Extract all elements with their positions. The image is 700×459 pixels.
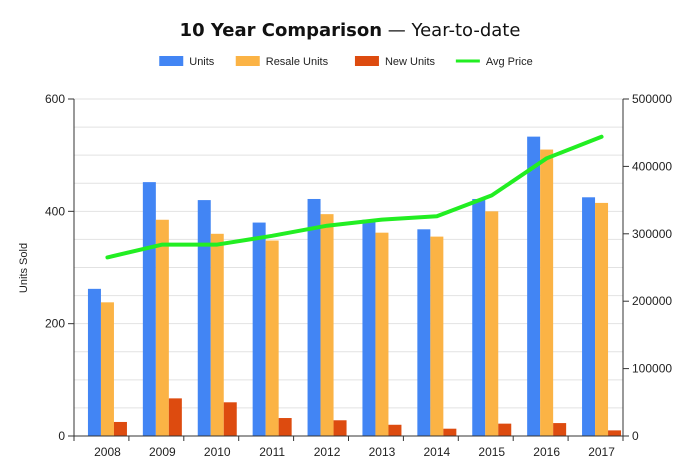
bar-units-2010 [197,200,211,436]
bar-resale-units-2009 [155,219,169,436]
bar-resale-units-2012 [320,214,334,436]
y2-tick-label: 500000 [632,92,672,106]
legend-label-avg-price: Avg Price [486,56,533,68]
y2-tick-label: 300000 [632,227,672,241]
bar-new-units-2012 [333,420,347,436]
y-tick-label: 0 [58,429,65,443]
bar-resale-units-2008 [100,302,114,436]
bar-new-units-2013 [388,424,402,436]
bar-new-units-2016 [553,423,567,436]
bar-units-2015 [472,198,486,436]
chart-title: 10 Year Comparison — Year-to-date [180,20,521,41]
tick-labels: 0 200 400 600 0 100000 200000 300000 400000 50000… [45,92,672,459]
legend-swatch-units [159,56,184,66]
bar-units-2016 [527,136,541,437]
x-tick-label: 2010 [204,445,231,459]
bar-new-units-2017 [608,430,622,436]
chart-title-separator: — [382,20,411,41]
bar-units-2013 [362,219,376,436]
bar-units-2012 [307,198,321,436]
x-tick-label: 2011 [259,445,285,459]
x-tick-label: 2009 [149,445,176,459]
bar-new-units-2009 [168,398,182,436]
y2-tick-label: 200000 [632,294,672,308]
avg-price-line [105,134,604,260]
bar-new-units-2008 [113,421,127,436]
y2-tick-label: 100000 [632,362,672,376]
bar-resale-units-2014 [430,236,444,436]
bar-units-2011 [252,222,266,436]
y-tick-label: 600 [45,92,65,106]
x-tick-label: 2008 [94,445,121,459]
bar-units-2014 [417,229,431,436]
bar-new-units-2014 [443,428,457,436]
y2-tick-label: 400000 [632,159,672,173]
chart-subtitle: Year-to-date [411,20,521,41]
bar-resale-units-2010 [210,233,224,436]
y2-tick-label: 0 [632,429,639,443]
bar-resale-units-2016 [540,149,554,437]
y-tick-label: 200 [45,317,65,331]
legend-swatch-resale-units [235,56,260,66]
bar-resale-units-2015 [485,211,499,436]
y-tick-label: 400 [45,204,65,218]
x-tick-label: 2014 [423,445,450,459]
x-tick-label: 2012 [314,445,341,459]
y-axis-label: Units Sold [18,243,30,293]
x-tick-label: 2017 [588,445,615,459]
bar-units-2008 [87,288,101,436]
legend-label-resale-units: Resale Units [266,56,329,68]
legend-swatch-new-units [354,56,379,66]
bar-units-2017 [582,197,596,436]
bar-new-units-2015 [498,423,512,436]
legend-label-new-units: New Units [385,56,436,68]
legend-label-units: Units [189,56,215,68]
bar-new-units-2011 [278,418,292,436]
x-tick-label: 2013 [369,445,396,459]
line-avg-price [105,134,604,260]
axes [68,98,629,441]
bar-resale-units-2017 [595,202,609,436]
chart-title-main: 10 Year Comparison [180,20,383,41]
x-tick-label: 2016 [533,445,560,459]
bar-new-units-2010 [223,402,237,436]
bar-resale-units-2011 [265,240,279,436]
bar-resale-units-2013 [375,232,389,436]
bars [87,136,622,437]
x-tick-label: 2015 [478,445,505,459]
legend: Units Resale Units New Units Avg Price [159,56,533,68]
bar-units-2009 [142,182,156,436]
